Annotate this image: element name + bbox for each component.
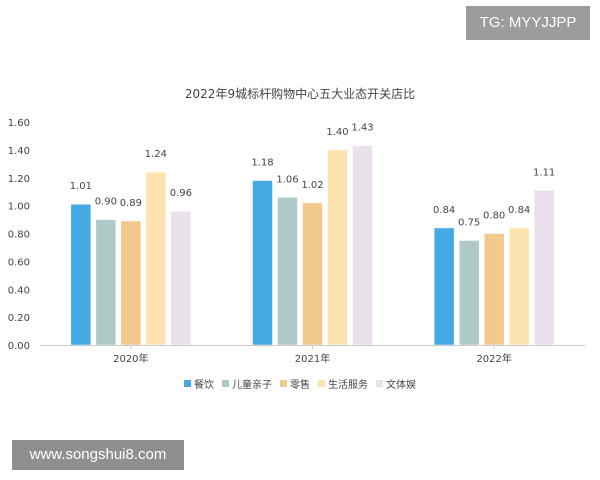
bar-value-label: 0.84 (508, 205, 530, 216)
bar (120, 220, 142, 346)
y-tick-label: 0.60 (8, 257, 30, 268)
bar-value-label: 1.40 (326, 127, 348, 138)
legend-item: 儿童亲子 (222, 376, 272, 391)
bar-value-label: 0.90 (95, 197, 117, 208)
tg-badge: TG: MYYJJPP (466, 6, 590, 40)
bar (533, 190, 555, 346)
legend-swatch (318, 379, 325, 387)
x-tick-label: 2020年 (113, 352, 148, 365)
bar (458, 240, 480, 346)
legend-label: 儿童亲子 (232, 379, 272, 391)
legend-item: 文体娱 (376, 376, 416, 391)
bar-value-label: 0.84 (433, 205, 455, 216)
y-axis-ticks: 0.00 0.20 0.40 0.60 0.80 1.00 1.20 1.40 1.60 (8, 118, 30, 352)
bar (70, 203, 92, 346)
legend-label: 生活服务 (328, 379, 368, 391)
legend-item: 餐饮 (184, 376, 214, 391)
watermark: www.songshui8.com (12, 440, 184, 470)
y-tick-label: 0.80 (8, 230, 30, 241)
bar-value-label: 0.75 (458, 217, 480, 228)
y-tick-label: 1.40 (8, 146, 30, 157)
bar (145, 171, 167, 346)
bar (95, 219, 117, 346)
bar (302, 202, 323, 346)
bar (170, 210, 192, 346)
y-tick-label: 0.20 (8, 313, 30, 324)
bar (433, 227, 455, 346)
bar-value-label: 1.11 (533, 167, 555, 178)
bars (70, 145, 555, 346)
bar-value-label: 1.43 (351, 123, 373, 134)
legend-swatch (280, 379, 287, 387)
bar (327, 149, 348, 346)
legend-item: 生活服务 (318, 376, 368, 391)
bar-value-label: 1.24 (145, 149, 167, 160)
bar-value-label: 1.02 (301, 180, 323, 191)
bar-value-label: 0.80 (483, 211, 505, 222)
legend-swatch (222, 379, 229, 387)
legend-item: 零售 (280, 376, 310, 391)
bar-value-label: 1.06 (276, 174, 298, 185)
bar (277, 197, 298, 346)
bar-value-label: 0.89 (120, 198, 142, 209)
bar-value-labels: 1.010.90 0.89 1.24 0.96 1.181.061.02 1.40 1.43… (70, 123, 556, 229)
chart-title: 2022年9城标杆购物中心五大业态开关店比 (185, 86, 415, 101)
bar (252, 180, 273, 346)
y-tick-label: 1.00 (8, 202, 30, 213)
bar (508, 227, 530, 346)
y-tick-label: 1.60 (8, 118, 30, 129)
y-tick-label: 1.20 (8, 174, 30, 185)
legend-swatch (184, 379, 191, 387)
bar-value-label: 0.96 (170, 188, 192, 199)
x-axis-ticks: 2020年 2021年 2022年 (113, 345, 512, 365)
bar (483, 233, 505, 346)
bar-value-label: 1.01 (70, 181, 92, 192)
legend-swatch (376, 379, 383, 387)
legend-label: 零售 (290, 379, 310, 391)
y-tick-label: 0.40 (8, 285, 30, 296)
x-tick-label: 2021年 (295, 352, 330, 365)
x-tick-label: 2022年 (476, 352, 511, 365)
bar-value-label: 1.18 (251, 158, 273, 169)
bar (352, 145, 373, 346)
legend: 餐饮 儿童亲子 零售 生活服务 文体娱 (0, 374, 600, 392)
legend-label: 餐饮 (194, 379, 214, 391)
y-tick-label: 0.00 (8, 341, 30, 352)
legend-label: 文体娱 (386, 379, 416, 391)
